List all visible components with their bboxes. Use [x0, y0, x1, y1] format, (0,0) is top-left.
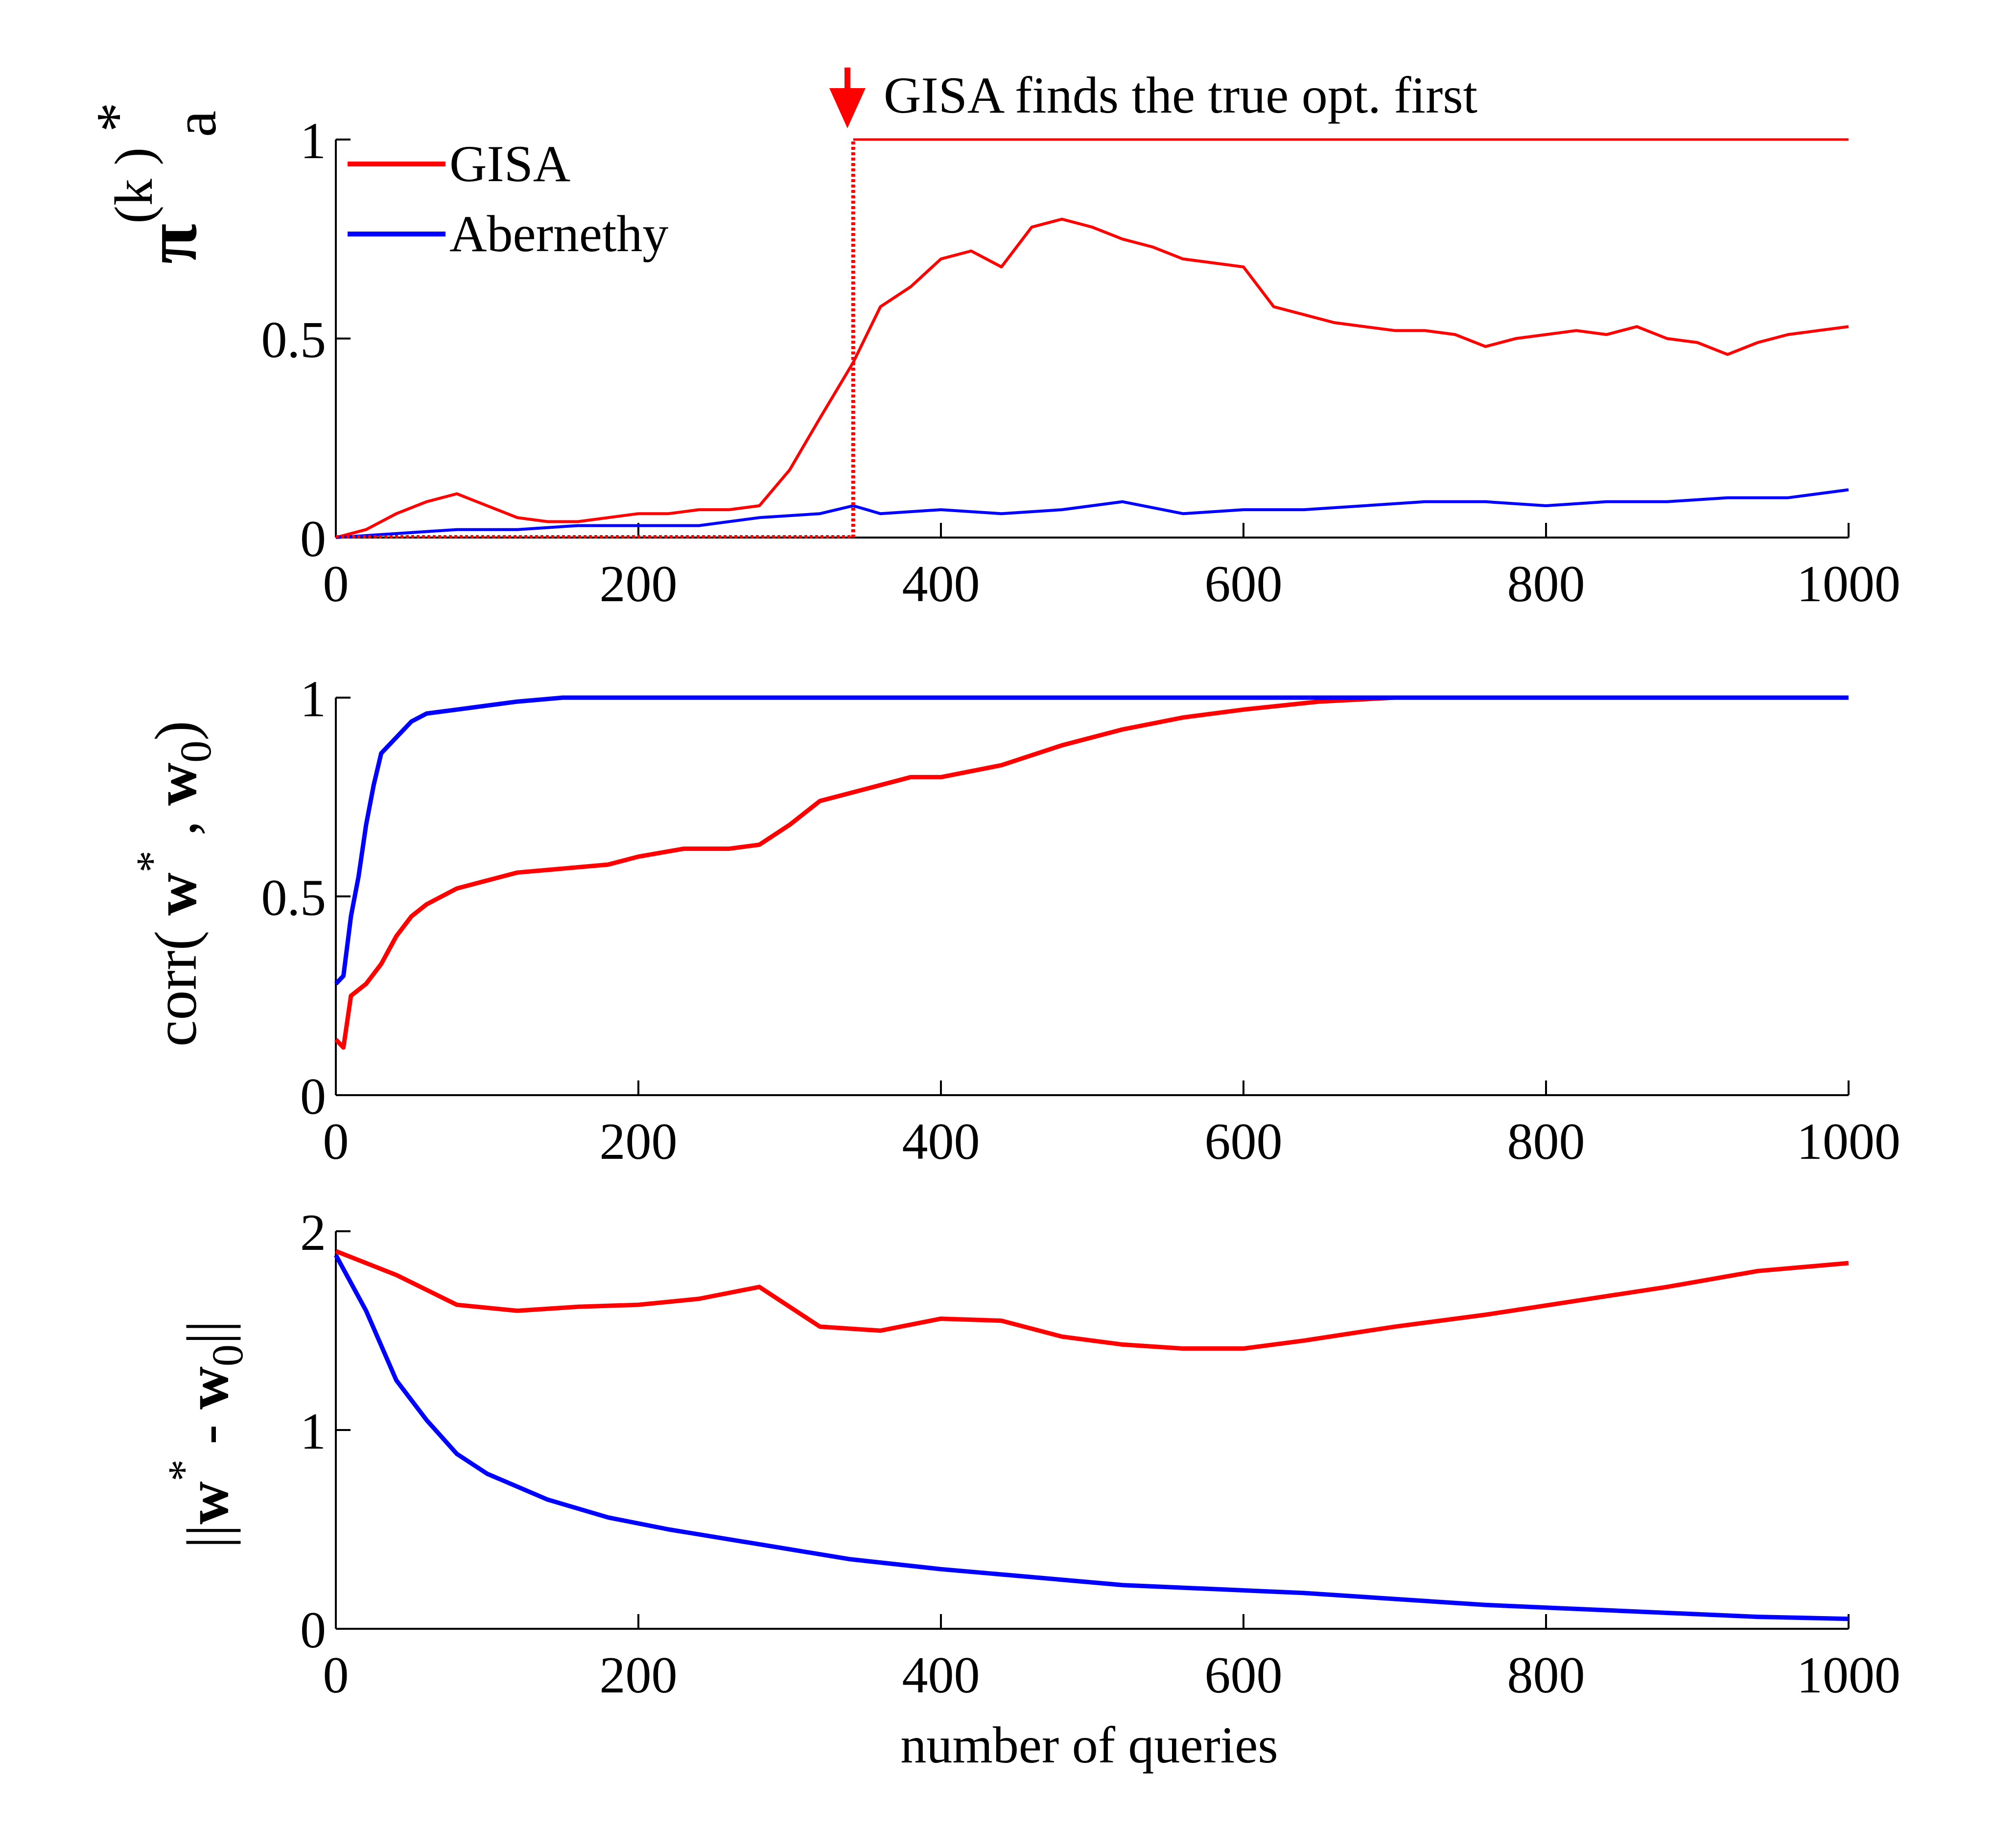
annotation-arrow-icon	[829, 88, 866, 128]
y-tick-label: 2	[300, 1204, 326, 1261]
panel-top: π(k ) * a 0 200 400 600 800 1000 0 0.5 1	[84, 102, 1900, 612]
x-tick-label: 0	[323, 555, 349, 612]
series-line-gisa	[334, 695, 1849, 1050]
series-line-abernethy	[335, 488, 1849, 539]
y-tick-label: 1	[300, 1403, 326, 1460]
ylabel-pre: corr(	[143, 915, 209, 1047]
x-tick-label: 800	[1507, 1646, 1585, 1704]
panel-bottom: ||w* - w0|| number of queries 0 200 400 600…	[160, 1204, 1900, 1774]
y-tick-label: 0.5	[261, 311, 327, 369]
x-tick-label: 800	[1507, 1113, 1585, 1170]
annotation-arrow-shaft	[844, 68, 850, 90]
y-tick-label: 1	[300, 112, 326, 169]
svg-text:corr( w* , w0): corr( w* , w0)	[128, 721, 220, 1047]
y-tick-label: 0.5	[261, 869, 327, 926]
ylabel-star: *	[160, 1459, 208, 1481]
ylabel-sub: 0	[172, 741, 220, 763]
ylabel-paren: (k )	[104, 147, 164, 224]
x-tick-label: 200	[600, 555, 678, 612]
x-tick-label: 200	[600, 1646, 678, 1704]
x-tick-label: 1000	[1797, 1113, 1900, 1170]
ylabel-sub: 0	[204, 1344, 252, 1366]
ylabel-star: *	[84, 102, 150, 132]
ylabel-w0: w	[175, 1366, 241, 1409]
x-tick-label: 0	[323, 1646, 349, 1704]
ylabel-w: w	[175, 1481, 241, 1525]
panel-bottom-ylabel: ||w* - w0||	[160, 1320, 252, 1548]
ylabel-post: ||	[175, 1320, 241, 1344]
x-tick-label: 400	[902, 1113, 980, 1170]
x-tick-label: 200	[600, 1113, 678, 1170]
y-tick-label: 0	[300, 510, 326, 567]
y-tick-label: 1	[300, 670, 326, 727]
annotation: GISA finds the true opt. first	[829, 67, 1477, 128]
x-tick-label: 1000	[1797, 1646, 1900, 1704]
series-line-abernethy	[334, 1254, 1849, 1621]
ylabel-post: )	[143, 721, 209, 741]
ylabel-pre: ||	[175, 1525, 241, 1548]
series-line-gisa	[335, 217, 1849, 539]
panel-top-ylabel: π(k ) * a	[84, 102, 229, 264]
x-tick-label: 400	[902, 1646, 980, 1704]
ylabel-mid: ,	[143, 806, 209, 851]
x-tick-label: 600	[1205, 555, 1283, 612]
legend-label-abernethy: Abernethy	[449, 205, 668, 262]
x-tick-label: 0	[323, 1113, 349, 1170]
ylabel-w0: w	[143, 763, 209, 806]
svg-text:π(k ): π(k )	[104, 147, 212, 264]
ylabel-pi: π	[131, 224, 212, 264]
ylabel-a: a	[163, 111, 229, 137]
ylabel-mid: -	[175, 1409, 241, 1459]
x-tick-label: 600	[1205, 1646, 1283, 1704]
ylabel-star: *	[128, 850, 176, 872]
x-tick-label: 400	[902, 555, 980, 612]
y-tick-label: 0	[300, 1601, 326, 1659]
annotation-text: GISA finds the true opt. first	[884, 67, 1477, 124]
y-tick-label: 0	[300, 1068, 326, 1125]
x-tick-label: 800	[1507, 555, 1585, 612]
legend-label-gisa: GISA	[449, 135, 570, 192]
panel-middle-ylabel: corr( w* , w0)	[128, 721, 220, 1047]
ylabel-w: w	[143, 872, 209, 915]
x-tick-label: 600	[1205, 1113, 1283, 1170]
x-axis-label: number of queries	[900, 1716, 1278, 1774]
legend: GISA Abernethy	[348, 135, 668, 262]
series-line-gisa	[335, 1249, 1849, 1351]
svg-text:||w* - w0||: ||w* - w0||	[160, 1320, 252, 1548]
series-line-abernethy	[334, 695, 1849, 985]
x-tick-label: 1000	[1797, 555, 1900, 612]
